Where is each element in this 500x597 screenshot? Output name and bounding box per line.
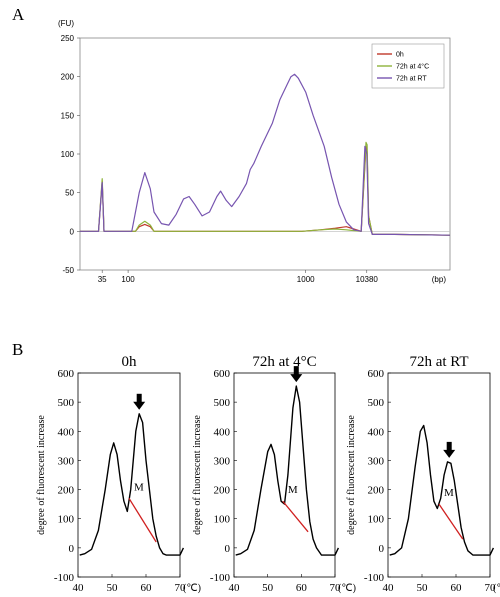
y-tick-label: 400 [58,426,75,438]
x-tick-label: 50 [107,582,119,594]
y-tick-label: 600 [368,368,385,380]
y-tick-label: -100 [54,572,75,584]
y-tick-label: 300 [214,455,231,467]
x-tick-label: 10380 [356,275,379,284]
y-tick-label: 100 [368,514,385,526]
y-tick-label: 100 [61,150,75,159]
x-axis-unit: (℃) [493,583,500,594]
peak-arrow [290,366,303,383]
melt-curve [79,413,185,556]
x-axis-unit: (℃) [338,583,356,594]
series-line-0 [80,145,451,236]
electropherogram-chart: -50 0 50 100 150 200 250 (FU) 35 100 1000 10380 (bp)… [58,19,451,284]
baseline-line [282,500,309,533]
plot-frame [77,372,181,578]
x-axis-unit: (℃) [183,583,201,594]
y-tick-label: -50 [62,266,74,275]
y-tick-label: 600 [58,368,75,380]
x-tick-label: 70 [330,582,342,594]
x-tick-label: 35 [98,275,107,284]
y-tick-label: 100 [214,514,231,526]
y-tick-label: -100 [364,572,385,584]
y-tick-label: 600 [214,368,231,380]
peak-annotation: M [444,487,454,499]
legend-label: 72h at RT [396,76,427,83]
y-tick-label: 200 [368,485,385,497]
melt-curve-chart-72h-4c: 72h at 4°C -100 0 100 200 300 400 500 600 40 50 60 7… [192,354,356,594]
melt-curve [389,424,495,556]
y-tick-label: 500 [368,397,385,409]
y-tick-label: 200 [61,73,75,82]
x-tick-label: 70 [485,582,497,594]
x-tick-label: 40 [73,582,85,594]
melt-curve-chart-72h-rt: 72h at RT -100 0 100 200 300 400 500 600 40 50 60 70… [346,354,500,594]
baseline-line [438,503,464,540]
plot-frame [233,372,336,578]
series-line-2 [80,73,451,236]
y-tick-label: 200 [58,485,75,497]
y-tick-label: 400 [214,426,231,438]
y-tick-label: 250 [61,34,75,43]
x-tick-label: 100 [121,275,135,284]
melt-curve [235,385,340,556]
chart-title: 0h [122,354,138,370]
legend-label: 72h at 4°C [396,63,429,71]
y-tick-label: 0 [379,543,385,555]
plot-frame [387,372,491,578]
arrow-head [290,374,303,383]
y-tick-label: 200 [214,485,231,497]
arrow-shaft [136,393,142,403]
x-tick-label: 60 [296,582,308,594]
y-tick-label: 300 [58,455,75,467]
y-tick-label: 500 [214,397,231,409]
y-axis-unit: (FU) [58,19,74,28]
legend-label: 0h [396,52,404,59]
y-axis-label: degree of fluorescent increase [346,415,357,535]
arrow-head [133,401,146,410]
baseline-line [128,497,157,543]
x-tick-label: 60 [451,582,463,594]
y-axis-label: degree of fluorescent increase [36,415,47,535]
arrow-shaft [293,366,299,376]
x-tick-label: 50 [262,582,274,594]
peak-arrow [443,441,456,458]
x-tick-label: 50 [417,582,429,594]
arrow-head [443,449,456,458]
series-line-1 [80,141,451,236]
peak-annotation: M [134,481,144,493]
arrow-shaft [446,441,452,451]
y-tick-label: 150 [61,111,75,120]
peak-annotation: M [288,484,298,496]
y-tick-label: 0 [69,543,75,555]
melt-curve-chart-0h: 0h -100 0 100 200 300 400 500 600 40 50 60 70(℃) degr… [36,354,201,594]
y-tick-label: 0 [70,227,75,236]
x-tick-label: 60 [141,582,153,594]
x-tick-label: 1000 [297,275,315,284]
y-tick-label: 0 [225,543,231,555]
panel-b-label: B [12,340,23,359]
y-axis-label: degree of fluorescent increase [192,415,203,535]
chart-title: 72h at RT [409,354,468,370]
peak-arrow [133,393,146,410]
x-tick-label: 40 [383,582,395,594]
y-tick-label: 500 [58,397,75,409]
x-tick-label: 70 [175,582,187,594]
y-tick-label: 100 [58,514,75,526]
chart-title: 72h at 4°C [252,354,316,370]
x-tick-label: 40 [229,582,241,594]
panel-a-label: A [12,5,25,24]
y-tick-label: -100 [210,572,231,584]
y-tick-label: 300 [368,455,385,467]
x-axis-unit: (bp) [432,275,447,284]
y-tick-label: 50 [65,189,74,198]
y-tick-label: 400 [368,426,385,438]
